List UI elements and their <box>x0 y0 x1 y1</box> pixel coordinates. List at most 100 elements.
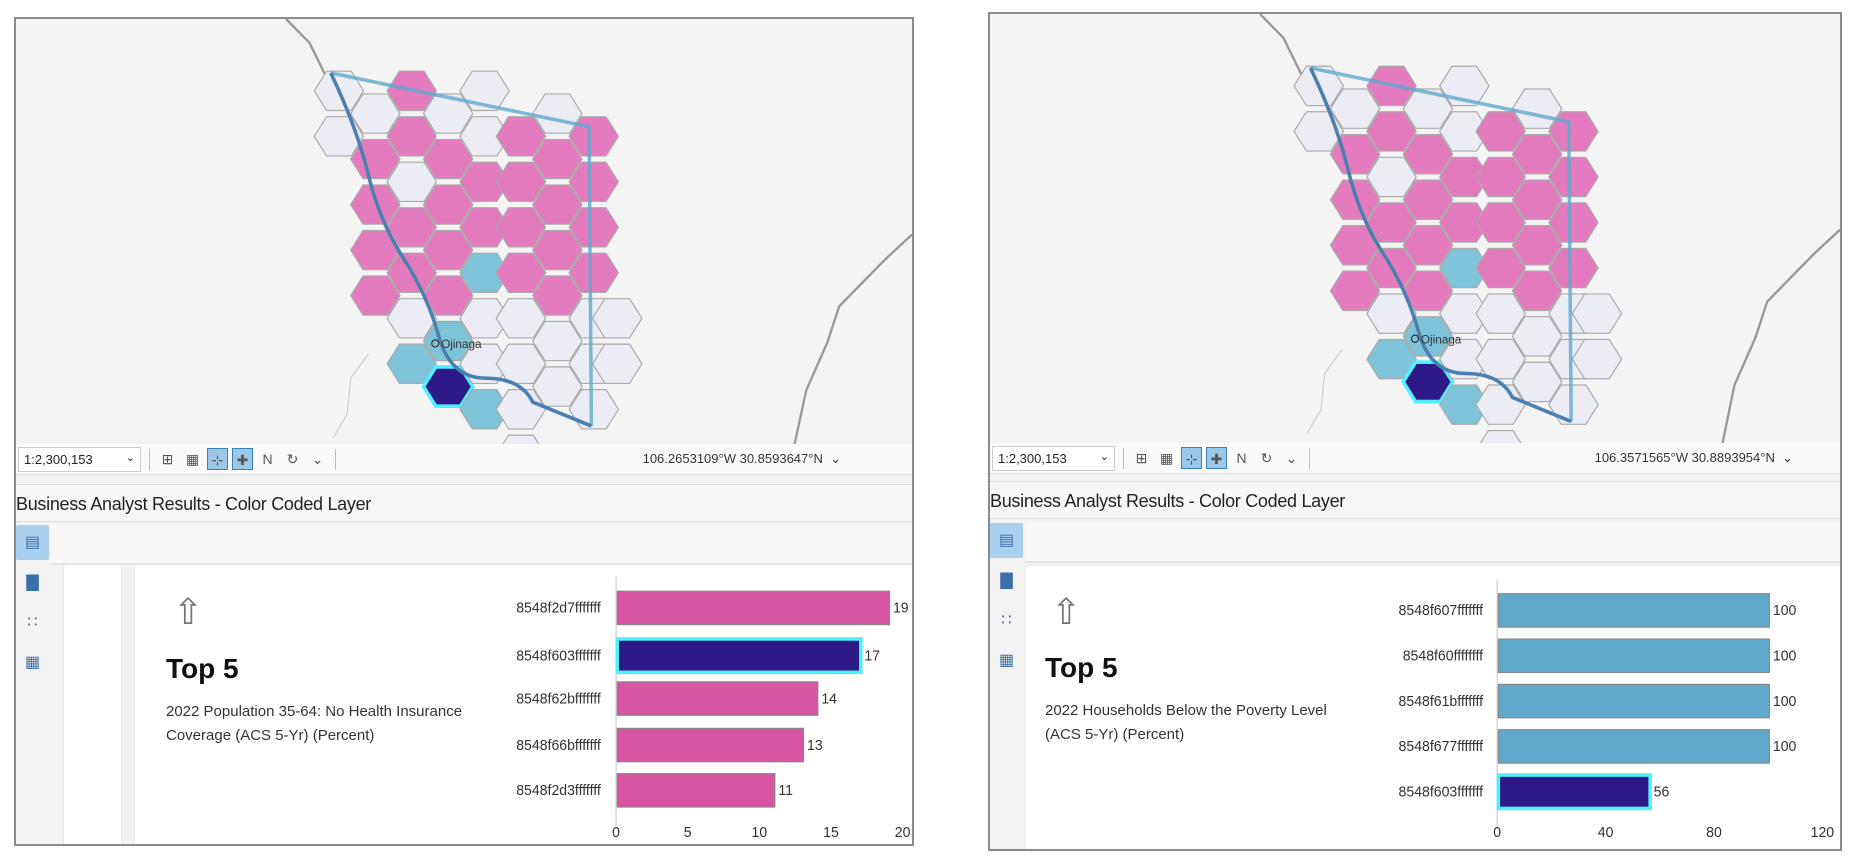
selected-hexagon[interactable] <box>1401 360 1455 404</box>
hexagon[interactable] <box>1511 225 1563 266</box>
hexagon[interactable] <box>532 138 583 180</box>
hexagon[interactable] <box>495 252 547 294</box>
hexagon[interactable] <box>495 343 547 385</box>
hexagon[interactable] <box>1366 111 1417 152</box>
county-boundary <box>1310 66 1573 422</box>
hexagon[interactable] <box>349 93 401 134</box>
refresh-icon[interactable]: ↻ <box>286 451 299 467</box>
hexagon[interactable] <box>422 93 474 134</box>
hexagon[interactable] <box>1402 133 1454 175</box>
hexagon[interactable] <box>1438 202 1490 243</box>
hexagon[interactable] <box>1511 179 1563 220</box>
hexagon[interactable] <box>1548 156 1599 198</box>
chevron-down-icon[interactable]: ⌄ <box>311 451 324 467</box>
chevron-down-icon[interactable]: ⌄ <box>1782 450 1793 465</box>
hexagon[interactable] <box>1475 156 1527 198</box>
hexagon[interactable] <box>1571 293 1623 334</box>
hexagon[interactable] <box>349 275 401 316</box>
hexagon[interactable] <box>591 298 643 339</box>
hexagon[interactable] <box>532 275 583 316</box>
hexagon[interactable] <box>386 116 438 157</box>
hexagon[interactable] <box>1475 293 1527 334</box>
table-icon[interactable]: ▦ <box>998 652 1015 669</box>
histogram-icon[interactable]: ▇ <box>26 574 39 591</box>
snapping-icon[interactable]: ⊹ <box>1181 447 1202 469</box>
scale-dropdown[interactable]: 1:2,300,153 ⌄ <box>992 446 1115 471</box>
hexagon[interactable] <box>495 161 547 203</box>
hexagon[interactable] <box>422 229 474 271</box>
hexagon[interactable] <box>532 184 583 225</box>
grid-add-icon[interactable]: ⊞ <box>1135 450 1148 466</box>
hexagon[interactable] <box>568 161 620 203</box>
hexagon[interactable] <box>1402 179 1454 220</box>
scatter-icon[interactable]: ∷ <box>27 614 38 631</box>
hexagon[interactable] <box>1511 270 1563 312</box>
pane-title: Business Analyst Results - Color Coded L… <box>16 484 912 522</box>
hexagon[interactable] <box>496 434 545 444</box>
table-icon[interactable]: ▦ <box>24 654 41 671</box>
map-view[interactable]: Ojinaga <box>16 19 912 444</box>
hexagon[interactable] <box>495 207 547 248</box>
crosshair-icon[interactable]: ✚ <box>232 448 253 470</box>
hexagon[interactable] <box>1548 384 1599 425</box>
hexagon[interactable] <box>1511 361 1563 403</box>
hexagon[interactable] <box>422 184 474 225</box>
hexagon[interactable] <box>532 366 583 407</box>
hexagon[interactable] <box>459 389 510 430</box>
hexagon[interactable] <box>1511 133 1563 175</box>
hexagon[interactable] <box>1438 338 1490 380</box>
hexagon[interactable] <box>1402 225 1454 266</box>
hexagon[interactable] <box>386 161 438 203</box>
north-arrow-icon[interactable]: N <box>1236 450 1247 466</box>
hexagon[interactable] <box>568 207 620 248</box>
hexagon[interactable] <box>1366 156 1417 198</box>
hexagon[interactable] <box>1511 316 1563 357</box>
hexagon[interactable] <box>1438 293 1490 334</box>
pane-toolbar <box>51 525 912 565</box>
hexagon[interactable] <box>459 298 510 339</box>
hexagon[interactable] <box>1438 384 1490 425</box>
hexagon[interactable] <box>1329 270 1381 312</box>
infographic-icon[interactable]: ▤ <box>990 523 1023 558</box>
grid-icon[interactable]: ▦ <box>185 451 200 467</box>
hex-map[interactable]: Ojinaga <box>990 14 1840 443</box>
histogram-icon[interactable]: ▇ <box>1000 572 1013 589</box>
hexagon[interactable] <box>495 298 547 339</box>
selected-hexagon[interactable] <box>421 365 475 408</box>
hex-map[interactable]: Ojinaga <box>16 19 912 444</box>
hexagon[interactable] <box>568 252 620 294</box>
hexagon[interactable] <box>1329 88 1381 129</box>
chevron-down-icon[interactable]: ⌄ <box>830 451 841 466</box>
hexagon[interactable] <box>459 207 510 248</box>
refresh-icon[interactable]: ↻ <box>1260 450 1273 466</box>
north-arrow-icon[interactable]: N <box>262 451 273 467</box>
crosshair-icon[interactable]: ✚ <box>1206 447 1227 469</box>
hexagon[interactable] <box>422 138 474 180</box>
hexagon[interactable] <box>1438 247 1490 289</box>
snapping-icon[interactable]: ⊹ <box>207 448 228 470</box>
hexagon[interactable] <box>459 343 510 385</box>
chevron-down-icon[interactable]: ⌄ <box>1285 450 1298 466</box>
hexagon[interactable] <box>1476 429 1525 443</box>
hexagon[interactable] <box>568 389 620 430</box>
scatter-icon[interactable]: ∷ <box>1001 612 1012 629</box>
hexagon[interactable] <box>459 161 510 203</box>
map-view[interactable]: Ojinaga <box>990 14 1840 443</box>
grid-add-icon[interactable]: ⊞ <box>161 451 174 467</box>
hexagon[interactable] <box>1438 156 1490 198</box>
hexagon[interactable] <box>532 320 583 362</box>
infographic-icon[interactable]: ▤ <box>16 525 49 560</box>
hexagon[interactable] <box>1475 202 1527 243</box>
scale-dropdown[interactable]: 1:2,300,153 ⌄ <box>18 447 141 472</box>
hexagon[interactable] <box>459 252 510 294</box>
hexagon[interactable] <box>459 116 510 157</box>
hexagon[interactable] <box>1402 88 1454 129</box>
hexagon[interactable] <box>1475 247 1527 289</box>
hexagon[interactable] <box>1548 247 1599 289</box>
coordinate-text: 106.3571565°W 30.8893954°N <box>1594 450 1775 465</box>
grid-icon[interactable]: ▦ <box>1159 450 1174 466</box>
hexagon[interactable] <box>1438 111 1490 152</box>
hexagon[interactable] <box>1548 202 1599 243</box>
hexagon[interactable] <box>532 229 583 271</box>
hexagon[interactable] <box>1475 338 1527 380</box>
